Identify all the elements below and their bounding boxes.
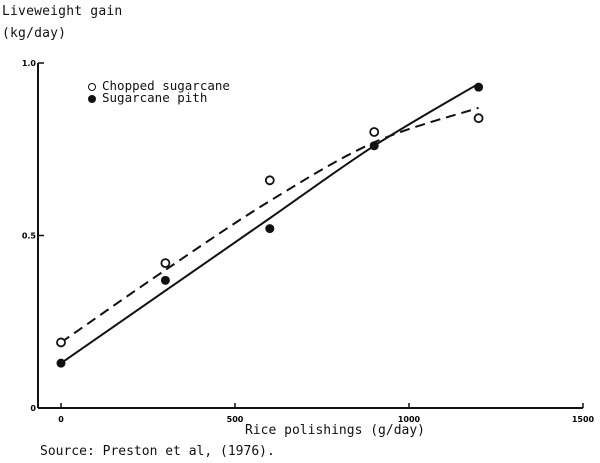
source-caption: Source: Preston et al, (1976).	[40, 444, 275, 459]
x-tick-label: 0	[58, 415, 64, 424]
open-circle-data-point	[56, 337, 66, 348]
x-axis-label: Rice polishings (g/day)	[245, 423, 426, 438]
filled-circle-data-point	[369, 141, 379, 151]
y-axis-label-line2: (kg/day)	[2, 26, 67, 41]
filled-circle-data-point	[265, 224, 275, 234]
open-circle-icon	[88, 82, 96, 91]
y-axis-label-line1: Liveweight gain	[2, 4, 123, 19]
y-tick-label: 0	[30, 404, 36, 413]
sugarcane-pith-fit-line	[60, 82, 480, 364]
legend-label: Sugarcane pith	[102, 90, 208, 105]
filled-circle-data-point	[160, 275, 170, 285]
legend-item-sugarcane-pith: Sugarcane pith	[88, 90, 208, 105]
open-circle-data-point	[160, 258, 171, 269]
open-circle-data-point	[264, 175, 275, 186]
open-circle-data-point	[369, 127, 380, 137]
legend-item-chopped-sugarcane: Chopped sugarcane	[88, 78, 230, 93]
y-tick-label: 1.0	[22, 59, 37, 68]
legend-label: Chopped sugarcane	[102, 78, 230, 93]
filled-circle-data-point	[56, 358, 66, 368]
filled-circle-data-point	[474, 82, 484, 92]
x-tick-label: 500	[227, 415, 244, 424]
y-tick-label: 0.5	[22, 232, 37, 241]
x-tick-label: 1500	[572, 415, 595, 424]
x-tick-label: 1000	[398, 415, 421, 424]
chopped-sugarcane-fit-line	[60, 106, 479, 344]
open-circle-data-point	[473, 113, 484, 124]
filled-circle-icon	[88, 94, 96, 103]
